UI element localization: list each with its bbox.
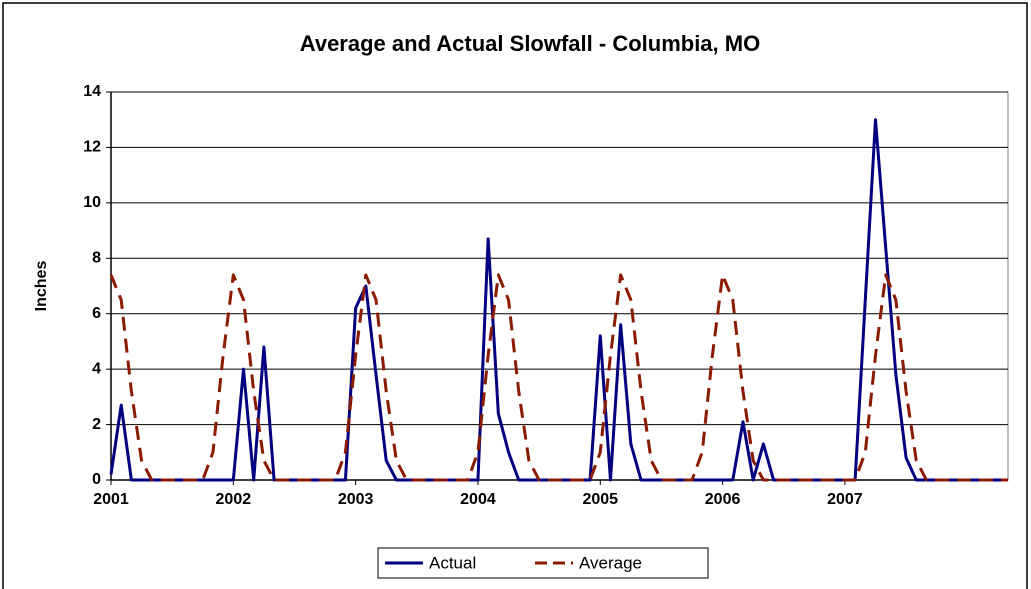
y-tick-label: 12: [83, 139, 101, 156]
chart-title: Average and Actual Slowfall - Columbia, …: [300, 31, 760, 56]
y-axis-label: Inches: [33, 261, 50, 312]
x-tick-label: 2005: [582, 491, 618, 508]
legend-label: Average: [579, 553, 642, 572]
y-tick-label: 4: [92, 360, 101, 377]
x-tick-label: 2007: [827, 491, 863, 508]
y-tick-label: 8: [92, 250, 101, 267]
y-tick-label: 6: [92, 305, 101, 322]
legend-label: Actual: [429, 553, 476, 572]
x-tick-label: 2004: [460, 491, 496, 508]
y-tick-label: 10: [83, 194, 101, 211]
x-tick-label: 2001: [93, 491, 129, 508]
series-line: [109, 273, 1008, 482]
y-tick-label: 14: [83, 83, 101, 100]
x-tick-label: 2006: [705, 491, 741, 508]
x-tick-label: 2003: [338, 491, 374, 508]
y-tick-label: 0: [92, 471, 101, 488]
y-tick-label: 2: [92, 416, 101, 433]
x-tick-label: 2002: [216, 491, 252, 508]
